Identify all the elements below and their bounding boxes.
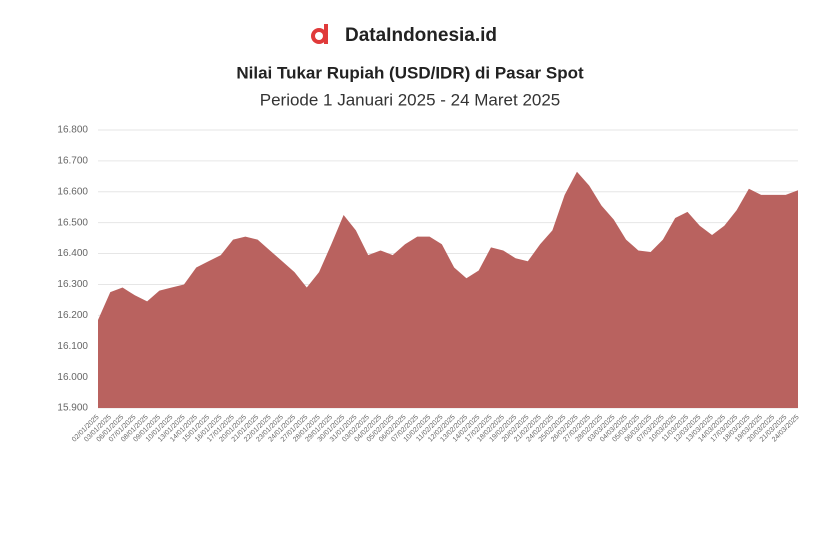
y-tick-label: 16.700 — [57, 156, 88, 167]
y-tick-label: 16.500 — [57, 217, 88, 228]
y-tick-label: 16.800 — [57, 125, 88, 136]
chart-title: Nilai Tukar Rupiah (USD/IDR) di Pasar Sp… — [236, 63, 584, 82]
y-tick-label: 16.000 — [57, 372, 88, 383]
y-tick-label: 16.400 — [57, 248, 88, 259]
y-tick-label: 16.600 — [57, 186, 88, 197]
y-tick-label: 16.200 — [57, 310, 88, 321]
y-tick-label: 16.100 — [57, 341, 88, 352]
logo — [311, 24, 328, 44]
y-tick-label: 16.300 — [57, 279, 88, 290]
brand: DataIndonesia.id — [345, 25, 497, 46]
chart-subtitle: Periode 1 Januari 2025 - 24 Maret 2025 — [260, 90, 561, 109]
area — [98, 171, 798, 408]
logo-icon-stem — [324, 24, 328, 44]
logo-icon-hole — [315, 32, 323, 40]
y-tick-label: 15.900 — [57, 403, 88, 414]
